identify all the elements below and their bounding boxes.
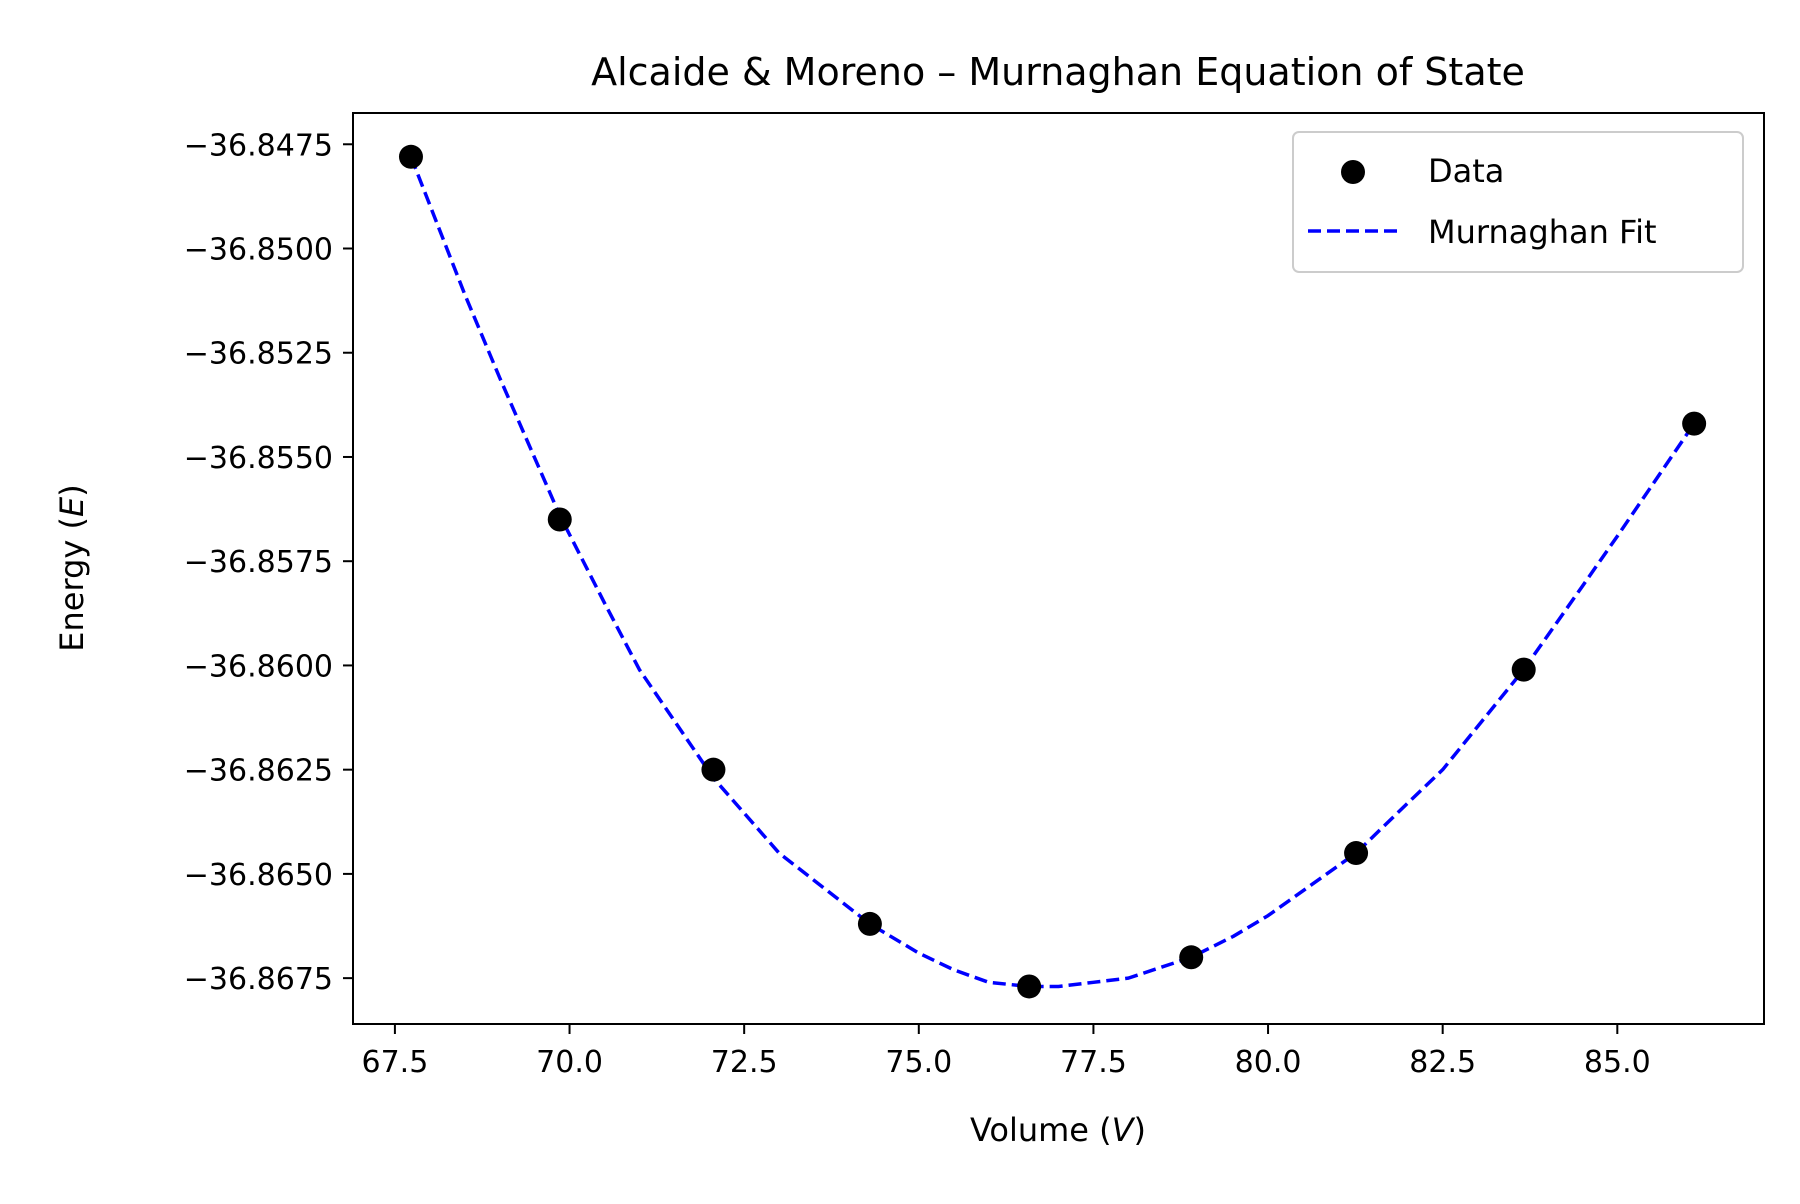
y-tick-label: −36.8500 bbox=[184, 233, 333, 268]
y-tick-label: −36.8550 bbox=[184, 441, 333, 476]
data-point bbox=[1179, 945, 1204, 970]
y-tick-label: −36.8600 bbox=[184, 649, 333, 684]
data-point bbox=[1682, 411, 1707, 436]
chart-title: Alcaide & Moreno – Murnaghan Equation of… bbox=[591, 50, 1525, 94]
y-axis-ticks: −36.8475 −36.8500 −36.8525 −36.8550 −36.8575… bbox=[184, 128, 353, 997]
y-tick-label: −36.8650 bbox=[184, 858, 333, 893]
x-tick-label: 77.5 bbox=[1060, 1045, 1127, 1080]
y-tick-label: −36.8625 bbox=[184, 754, 333, 789]
plot-area bbox=[398, 144, 1707, 999]
y-axis-label: Energy (E) bbox=[53, 484, 91, 651]
x-tick-label: 85.0 bbox=[1584, 1045, 1651, 1080]
y-axis-label-suffix: ) bbox=[53, 484, 91, 496]
plot-frame bbox=[352, 112, 1765, 1025]
legend-box bbox=[1292, 131, 1744, 273]
x-tick-label: 80.0 bbox=[1235, 1045, 1302, 1080]
x-axis-label-prefix: Volume ( bbox=[970, 1111, 1112, 1149]
data-point bbox=[1511, 657, 1536, 682]
y-tick-label: −36.8525 bbox=[184, 337, 333, 372]
x-tick-label: 75.0 bbox=[885, 1045, 952, 1080]
x-axis-label-suffix: ) bbox=[1134, 1111, 1146, 1149]
data-point bbox=[398, 144, 423, 169]
y-axis-label-prefix: Energy ( bbox=[53, 517, 91, 652]
y-tick-label: −36.8475 bbox=[184, 128, 333, 163]
data-point bbox=[1344, 841, 1369, 866]
y-tick-label: −36.8575 bbox=[184, 545, 333, 580]
x-tick-label: 82.5 bbox=[1409, 1045, 1476, 1080]
legend-label-data: Data bbox=[1428, 152, 1504, 190]
x-tick-label: 70.0 bbox=[536, 1045, 603, 1080]
x-tick-label: 72.5 bbox=[711, 1045, 778, 1080]
legend-label-murnaghan-fit: Murnaghan Fit bbox=[1428, 213, 1657, 251]
data-point bbox=[701, 757, 726, 782]
legend: Data Murnaghan Fit bbox=[1292, 131, 1744, 273]
y-axis-label-symbol: E bbox=[53, 496, 91, 517]
data-point bbox=[857, 911, 882, 936]
y-tick-label: −36.8675 bbox=[184, 962, 333, 997]
x-tick-label: 67.5 bbox=[362, 1045, 429, 1080]
legend-marker-data bbox=[1341, 160, 1365, 184]
data-point bbox=[1017, 974, 1042, 999]
murnaghan-fit-line bbox=[409, 156, 1696, 989]
data-point bbox=[547, 507, 572, 532]
x-axis-label: Volume (V) bbox=[970, 1111, 1146, 1149]
x-axis-ticks: 67.5 70.0 72.5 75.0 77.5 80.0 82.5 85.0 bbox=[362, 1024, 1651, 1080]
x-axis-label-symbol: V bbox=[1112, 1111, 1136, 1149]
